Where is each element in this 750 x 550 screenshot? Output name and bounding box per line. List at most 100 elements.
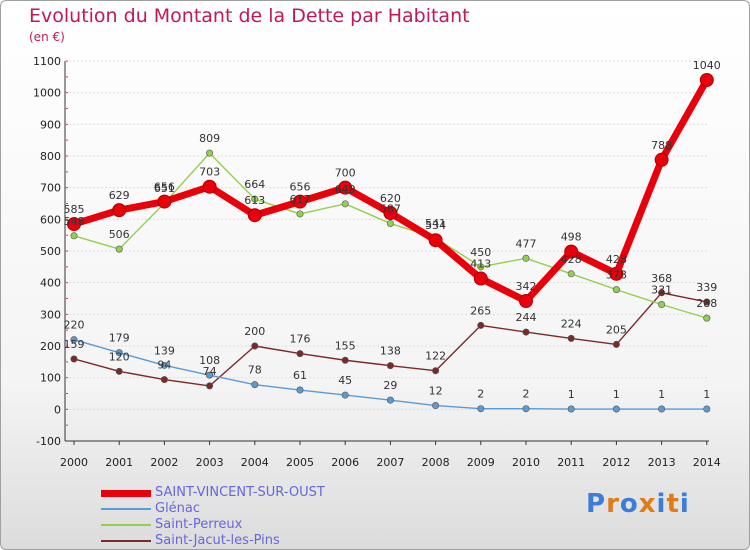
data-point	[160, 361, 168, 369]
y-tick-label: 800	[40, 150, 61, 163]
data-label: 74	[203, 365, 217, 378]
x-tick-label: 2003	[196, 456, 224, 469]
data-point	[612, 340, 620, 348]
proxiti-logo: Proxiti	[586, 489, 690, 519]
data-label: 548	[64, 215, 85, 228]
data-point	[658, 289, 666, 297]
data-point	[567, 405, 575, 413]
data-point	[296, 386, 304, 394]
data-label: 656	[290, 181, 311, 194]
data-label: 664	[244, 178, 265, 191]
data-point	[296, 210, 304, 218]
x-tick-label: 2011	[557, 456, 585, 469]
data-label: 700	[335, 167, 356, 180]
data-point	[612, 286, 620, 294]
data-label: 176	[290, 333, 311, 346]
data-point	[383, 206, 398, 220]
data-label: 620	[380, 192, 401, 205]
data-label: 428	[606, 253, 627, 266]
data-point	[251, 342, 259, 350]
legend-swatch-glenac	[101, 508, 151, 510]
y-tick-label: 500	[40, 245, 61, 258]
x-tick-label: 2000	[60, 456, 88, 469]
data-point	[432, 402, 440, 410]
data-label: 339	[696, 281, 717, 294]
data-label: 29	[383, 379, 397, 392]
x-tick-label: 2008	[422, 456, 450, 469]
data-point	[70, 355, 78, 363]
data-label: 1	[613, 388, 620, 401]
data-point	[612, 405, 620, 413]
data-point	[477, 405, 485, 413]
legend-swatch-saint-perreux	[101, 524, 151, 526]
data-point	[338, 180, 353, 195]
data-point	[703, 314, 711, 322]
y-tick-label: -100	[36, 435, 61, 448]
data-label: 1	[658, 388, 665, 401]
y-tick-label: 0	[54, 403, 61, 416]
data-point	[206, 382, 214, 390]
data-point	[522, 254, 530, 262]
data-label: 617	[290, 193, 311, 206]
data-label: 541	[425, 217, 446, 230]
data-point	[296, 350, 304, 358]
x-tick-label: 2012	[602, 456, 630, 469]
logo-letter: r	[606, 489, 620, 519]
data-label: 651	[154, 182, 175, 195]
x-tick-label: 2009	[467, 456, 495, 469]
data-point	[658, 405, 666, 413]
data-label: 656	[154, 181, 175, 194]
data-label: 138	[380, 345, 401, 358]
data-label: 1	[703, 388, 710, 401]
data-point	[341, 200, 349, 208]
y-tick-label: 100	[40, 372, 61, 385]
data-label: 120	[109, 350, 130, 363]
legend-swatch-saint-vincent	[101, 490, 151, 497]
data-point	[386, 362, 394, 370]
data-label: 368	[651, 272, 672, 285]
y-tick-label: 200	[40, 340, 61, 353]
data-label: 378	[606, 269, 627, 282]
data-label: 224	[561, 317, 582, 330]
x-tick-label: 2007	[376, 456, 404, 469]
data-point	[70, 232, 78, 240]
logo-letter: i	[656, 489, 667, 519]
data-point	[202, 179, 217, 194]
legend-label-saint-vincent: SAINT-VINCENT-SUR-OUST	[155, 485, 325, 500]
data-label: 61	[293, 369, 307, 382]
data-label: 649	[335, 183, 356, 196]
data-point	[473, 271, 488, 286]
data-label: 2	[523, 388, 530, 401]
y-tick-label: 900	[40, 118, 61, 131]
data-label: 587	[380, 202, 401, 215]
data-point	[699, 73, 714, 87]
data-point	[477, 321, 485, 329]
data-label: 78	[248, 364, 262, 377]
y-tick-label: 300	[40, 308, 61, 321]
line-chart: -100 0 100 200 300 400 500 600 700 800 900 1000 1100…	[33, 55, 721, 469]
data-point	[160, 376, 168, 384]
x-tick-label: 2002	[150, 456, 178, 469]
data-label: 477	[516, 237, 537, 250]
x-tick-label: 2013	[648, 456, 676, 469]
x-tick-label: 2005	[286, 456, 314, 469]
y-tick-label: 400	[40, 277, 61, 290]
data-point	[251, 195, 259, 203]
data-point	[70, 336, 78, 344]
x-tick-label: 2001	[105, 456, 133, 469]
data-point	[428, 233, 443, 248]
data-point	[67, 217, 81, 232]
logo-letter: P	[586, 489, 607, 519]
data-label: 155	[335, 339, 356, 352]
data-label: 108	[199, 354, 220, 367]
data-point	[432, 367, 440, 375]
data-point	[564, 244, 579, 259]
logo-letter: o	[619, 489, 639, 519]
y-tick-label: 1000	[33, 87, 61, 100]
data-label: 94	[157, 359, 171, 372]
data-point	[341, 391, 349, 399]
data-label: 200	[244, 325, 265, 338]
data-label: 428	[561, 253, 582, 266]
data-point	[567, 270, 575, 278]
y-tick-label: 600	[40, 213, 61, 226]
